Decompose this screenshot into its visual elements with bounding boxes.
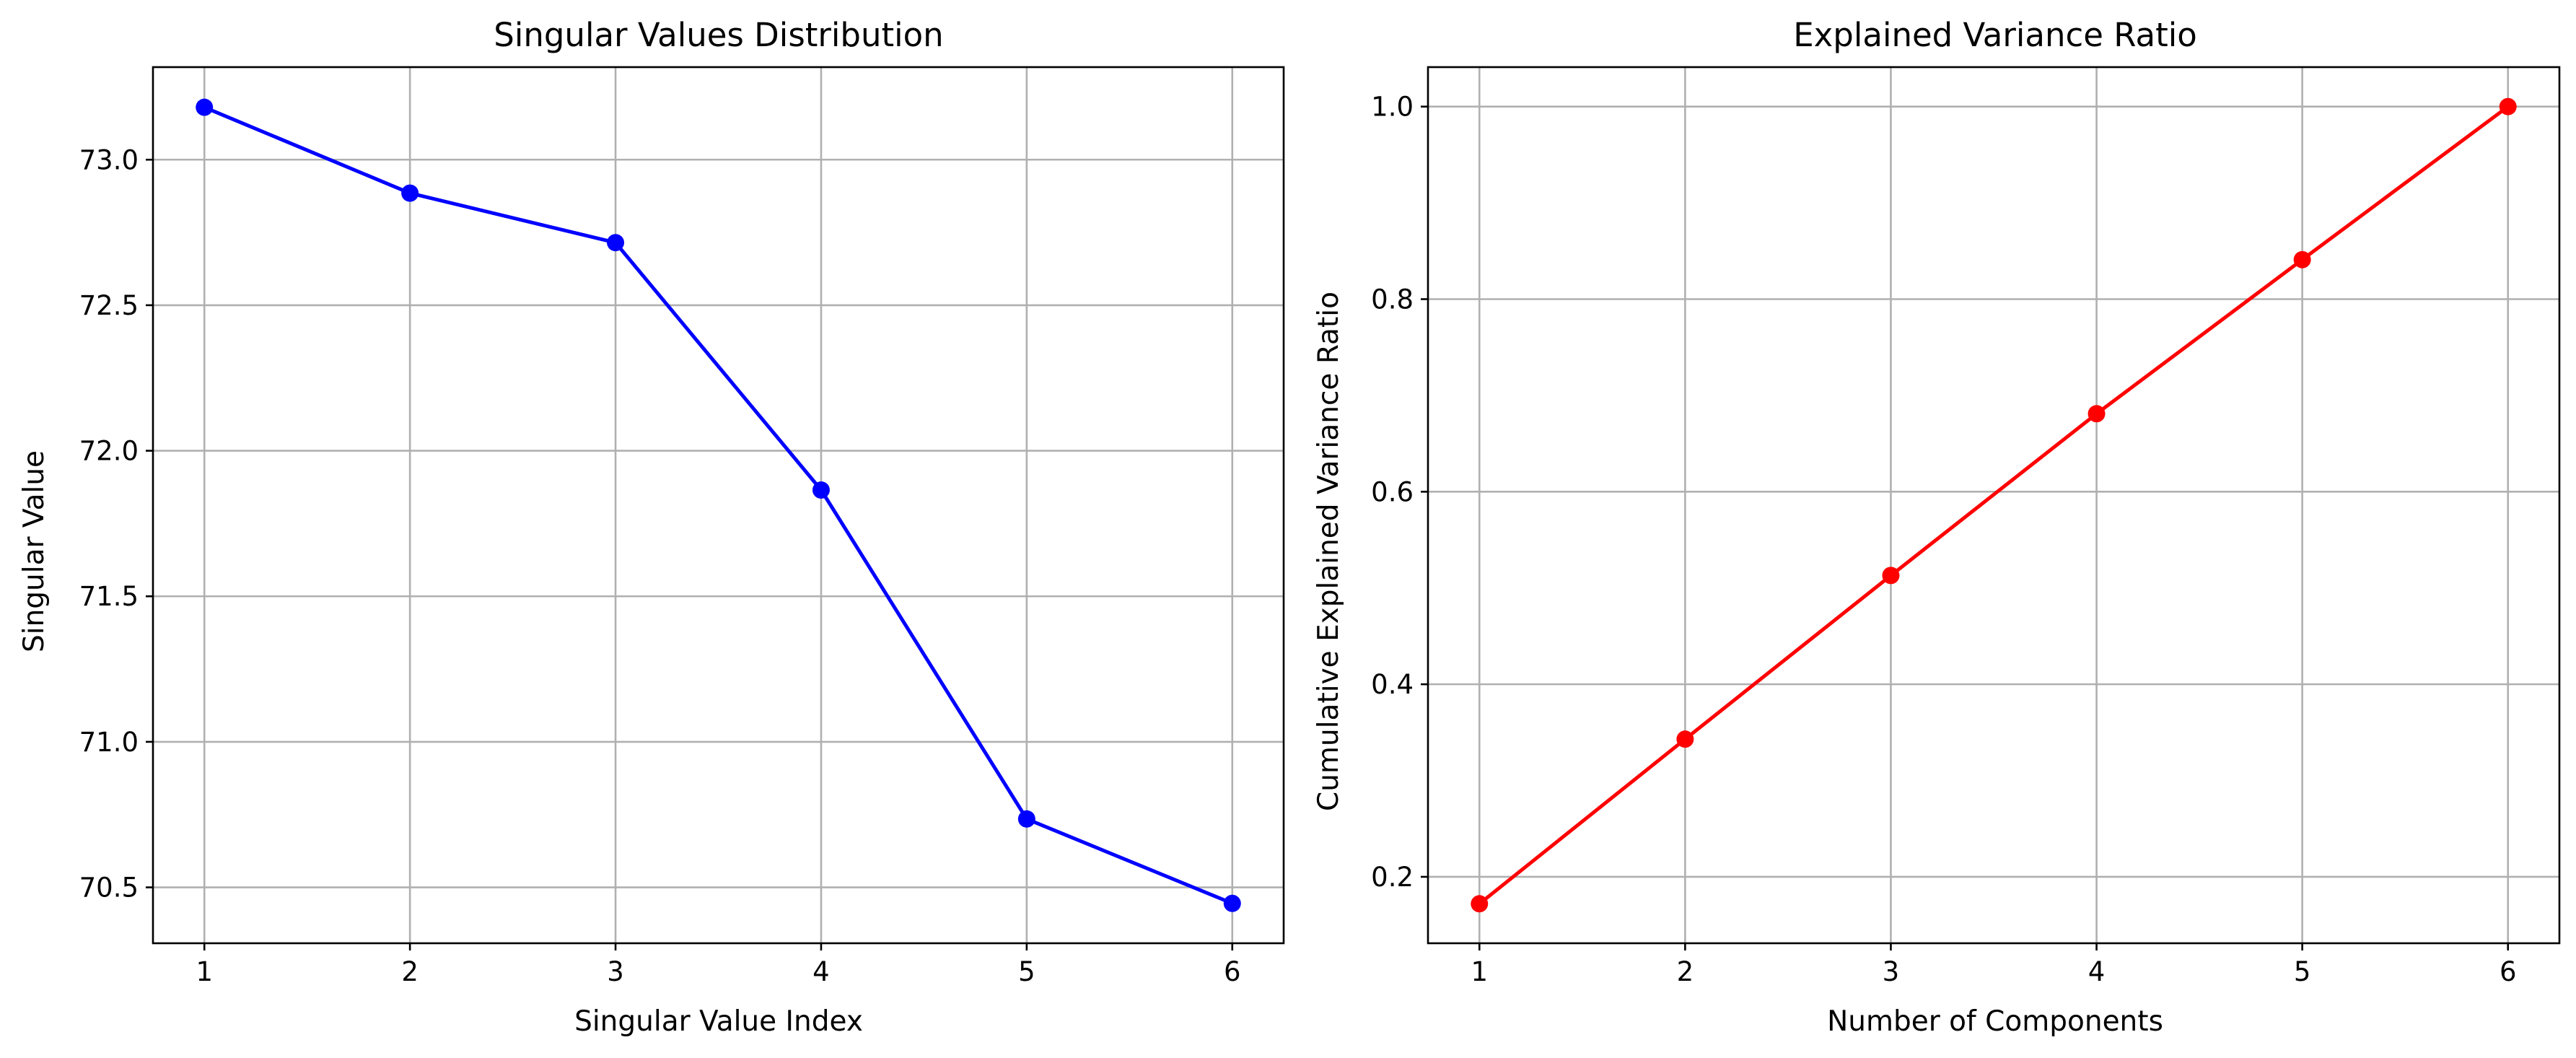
explained-variance-chart: Explained Variance Ratio Number of Compo… <box>1313 16 2561 1038</box>
grid <box>153 67 1284 943</box>
axes-frame <box>152 66 1285 945</box>
x-tick-label: 1 <box>1471 956 1488 987</box>
axes-frame <box>1427 66 2561 945</box>
x-tick-label: 1 <box>196 956 213 987</box>
series-line <box>203 105 1233 906</box>
y-tick-label: 0.4 <box>1371 669 1414 700</box>
x-tick-label: 3 <box>607 956 624 987</box>
y-tick-label: 72.0 <box>79 436 139 467</box>
chart-title: Explained Variance Ratio <box>1793 16 2197 54</box>
data-point <box>1882 567 1900 585</box>
data-point <box>812 481 830 499</box>
data-point <box>401 184 419 202</box>
data-point <box>1223 894 1241 912</box>
x-tick-label: 5 <box>2294 956 2311 987</box>
x-axis-label: Singular Value Index <box>574 1005 863 1038</box>
x-axis-label: Number of Components <box>1827 1005 2163 1038</box>
series-line <box>1478 105 2510 906</box>
x-tick-label: 3 <box>1883 956 1900 987</box>
data-point <box>1471 895 1489 913</box>
y-axis-label: Cumulative Explained Variance Ratio <box>1313 292 1345 811</box>
y-tick-label: 70.5 <box>79 873 139 904</box>
grid <box>1428 67 2559 943</box>
y-axis-label: Singular Value <box>18 450 51 652</box>
chart-title: Singular Values Distribution <box>494 16 943 54</box>
y-tick-label: 72.5 <box>79 290 139 321</box>
y-tick-label: 71.5 <box>79 581 139 612</box>
y-tick-label: 0.6 <box>1371 476 1414 507</box>
y-tick-label: 0.2 <box>1371 862 1414 893</box>
x-tick-label: 4 <box>2088 956 2106 987</box>
data-point <box>1676 730 1694 748</box>
y-tick-label: 1.0 <box>1371 92 1414 123</box>
y-tick-label: 0.8 <box>1371 284 1414 315</box>
data-point <box>2499 97 2517 115</box>
data-point <box>196 98 214 116</box>
x-tick-label: 5 <box>1018 956 1035 987</box>
x-tick-label: 6 <box>1224 956 1241 987</box>
x-tick-label: 2 <box>401 956 419 987</box>
y-tick-label: 71.0 <box>79 727 139 758</box>
singular-values-chart: Singular Values Distribution Singular Va… <box>18 16 1285 1038</box>
data-point <box>2087 405 2106 423</box>
y-tick-label: 73.0 <box>79 144 139 175</box>
data-point <box>2293 250 2311 268</box>
x-tick-label: 2 <box>1677 956 1694 987</box>
x-tick-label: 6 <box>2500 956 2517 987</box>
x-tick-label: 4 <box>812 956 830 987</box>
data-point <box>1017 810 1035 828</box>
data-point <box>607 234 625 252</box>
